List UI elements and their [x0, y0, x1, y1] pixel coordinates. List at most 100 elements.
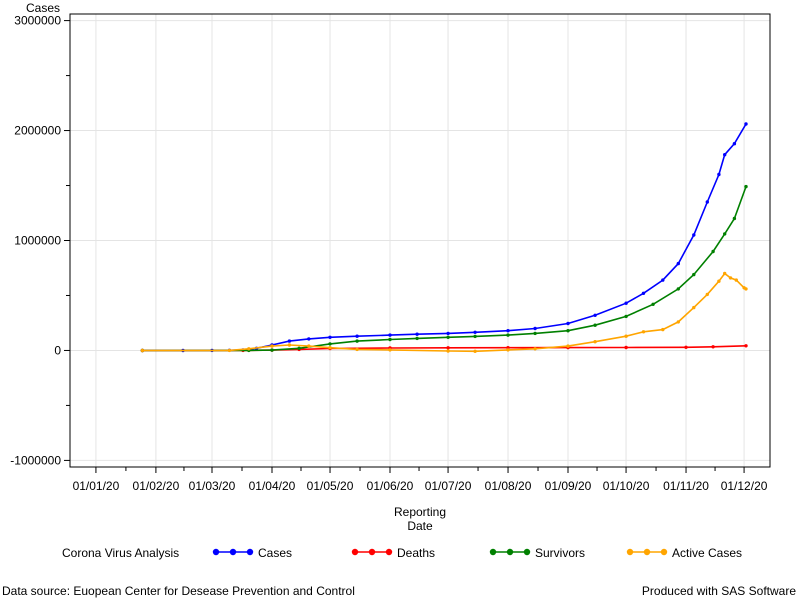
legend-marker-cases	[246, 548, 254, 556]
data-point-survivors	[506, 333, 510, 337]
data-point-survivors	[533, 331, 537, 336]
data-point-active-cases	[388, 348, 392, 352]
data-point-active-cases	[566, 344, 570, 348]
data-point-survivors	[446, 335, 450, 339]
legend-item-survivors: Survivors	[489, 546, 585, 560]
data-point-survivors	[651, 302, 655, 306]
data-point-active-cases	[287, 343, 292, 347]
data-point-active-cases	[593, 340, 597, 344]
data-point-active-cases	[728, 276, 733, 280]
data-point-active-cases	[140, 348, 145, 353]
data-point-active-cases	[328, 346, 332, 350]
data-point-survivors	[270, 348, 274, 352]
x-tick-label: 01/08/20	[485, 479, 532, 493]
produced-with-note: Produced with SAS Software	[641, 584, 796, 598]
data-point-active-cases	[270, 344, 274, 348]
x-tick-label: 01/01/20	[73, 479, 120, 493]
x-axis-label-line1: Reporting	[394, 505, 446, 519]
x-tick-label: 01/11/20	[663, 479, 709, 493]
x-tick-label: 01/07/20	[425, 479, 472, 493]
x-tick-label: 01/03/20	[189, 479, 236, 493]
legend: Corona Virus Analysis Cases Deaths Survivo…	[62, 546, 742, 560]
data-point-survivors	[676, 287, 680, 291]
data-point-survivors	[473, 334, 477, 339]
data-point-cases	[328, 335, 332, 339]
data-point-active-cases	[692, 305, 696, 310]
data-point-survivors	[593, 323, 597, 327]
x-tick-label: 01/09/20	[545, 479, 592, 493]
legend-marker-active-cases	[660, 548, 668, 556]
data-point-active-cases	[723, 271, 727, 276]
data-point-cases	[415, 332, 419, 336]
y-tick-label: 0	[54, 343, 61, 357]
data-point-cases	[533, 326, 537, 331]
data-point-deaths	[711, 345, 715, 349]
data-source-note: Data source: Euopean Center for Desease …	[2, 584, 355, 598]
data-point-active-cases	[717, 279, 721, 283]
data-point-active-cases	[247, 347, 251, 351]
data-point-cases	[641, 291, 646, 295]
data-point-active-cases	[705, 292, 709, 297]
series-active-cases	[140, 271, 748, 353]
legend-marker-active-cases	[643, 548, 651, 556]
x-tick-label: 01/04/20	[249, 479, 296, 493]
data-point-survivors	[692, 272, 696, 277]
data-point-active-cases	[307, 344, 311, 348]
data-point-active-cases	[676, 320, 680, 324]
legend-marker-survivors	[523, 548, 531, 556]
data-point-cases	[732, 142, 737, 146]
data-point-survivors	[723, 232, 727, 236]
data-point-active-cases	[506, 348, 510, 352]
data-point-cases	[717, 172, 721, 177]
data-point-survivors	[711, 249, 715, 254]
legend-marker-deaths	[351, 548, 359, 556]
data-point-deaths	[624, 345, 628, 350]
y-axis-label: Cases	[26, 1, 60, 15]
data-point-active-cases	[227, 348, 232, 353]
x-tick-label: 01/05/20	[307, 479, 354, 493]
data-point-cases	[744, 122, 748, 126]
data-point-survivors	[732, 216, 737, 221]
x-tick-label: 01/12/20	[721, 479, 768, 493]
legend-item-deaths: Deaths	[351, 546, 435, 560]
legend-title: Corona Virus Analysis	[62, 546, 179, 560]
x-axis-label-line2: Date	[407, 519, 433, 533]
legend-label-deaths: Deaths	[397, 546, 435, 560]
legend-label-cases: Cases	[258, 546, 292, 560]
data-point-survivors	[744, 184, 748, 189]
data-point-cases	[307, 337, 311, 341]
data-point-cases	[506, 329, 510, 333]
legend-marker-cases	[229, 548, 237, 556]
data-point-deaths	[744, 344, 748, 348]
data-point-cases	[624, 301, 628, 305]
y-tick-label: -1000000	[10, 453, 61, 467]
legend-marker-cases	[212, 548, 220, 556]
data-point-cases	[593, 313, 597, 317]
data-point-cases	[705, 200, 709, 204]
data-point-active-cases	[624, 334, 628, 338]
legend-marker-survivors	[506, 548, 514, 556]
data-point-survivors	[388, 337, 392, 342]
legend-marker-survivors	[489, 548, 497, 556]
data-point-active-cases	[661, 327, 665, 332]
legend-item-cases: Cases	[212, 546, 292, 560]
data-point-cases	[287, 339, 292, 343]
data-point-cases	[692, 233, 696, 237]
data-point-survivors	[415, 336, 419, 341]
data-point-survivors	[297, 346, 301, 350]
data-point-active-cases	[446, 349, 450, 353]
legend-marker-deaths	[368, 548, 376, 556]
data-point-deaths	[446, 346, 450, 350]
series-layer	[140, 122, 748, 353]
data-point-active-cases	[744, 287, 748, 291]
x-tick-label: 01/10/20	[603, 479, 650, 493]
data-point-cases	[355, 334, 359, 338]
data-point-active-cases	[533, 347, 537, 351]
legend-label-active-cases: Active Cases	[672, 546, 742, 560]
data-point-survivors	[328, 342, 332, 346]
data-point-survivors	[624, 314, 628, 319]
axes: 01/01/20 01/02/20 01/03/20 01/04/20 01/05/20…	[10, 14, 767, 493]
y-tick-label: 2000000	[14, 124, 61, 138]
data-point-active-cases	[734, 278, 738, 282]
y-tick-label: 3000000	[14, 14, 61, 28]
